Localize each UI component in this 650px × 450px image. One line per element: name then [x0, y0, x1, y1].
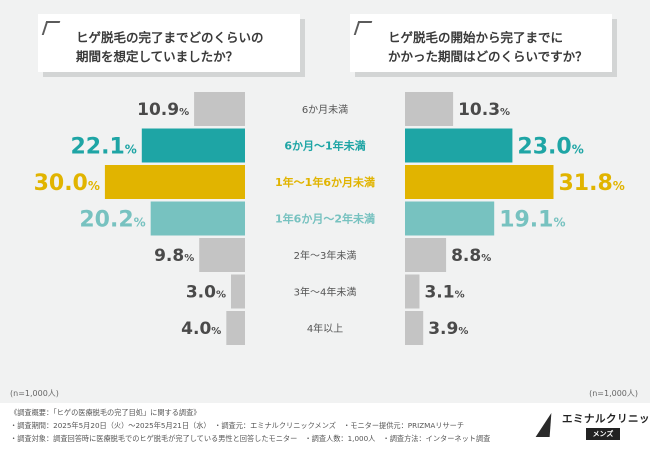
- left-header-line-1: ヒゲ脱毛の完了までどのくらいの: [76, 30, 264, 45]
- right-bar: [405, 92, 454, 126]
- right-value-label: 23.0%: [517, 135, 583, 160]
- left-bar: [230, 274, 245, 309]
- chart-panel: ヒゲ脱毛の完了までどのくらいの 期間を想定していましたか？ ヒゲ脱毛の開始から完…: [0, 0, 650, 403]
- clinic-logo: エミナルクリニック メンズ: [535, 409, 650, 445]
- right-value-label: 10.3%: [458, 100, 510, 120]
- survey-overview-title: 《調査概要：「ヒゲの医療脱毛の完了目処」に関する調査》: [10, 408, 201, 417]
- left-bar: [150, 201, 245, 236]
- right-sample-size-note: (n=1,000人): [589, 389, 638, 398]
- survey-target-line: ・調査対象：調査回答時に医療脱毛でのヒゲ脱毛が完了している男性と回答したモニター…: [10, 434, 491, 443]
- butterfly-bar-chart: 10.9% 10.3% 6か月未満 22.1% 23.0% 6か月〜1年未満 30.0% 31…: [34, 92, 625, 345]
- right-bar: [405, 128, 513, 163]
- right-value-label: 19.1%: [499, 208, 565, 233]
- right-header-line-1: ヒゲ脱毛の開始から完了までに: [388, 30, 564, 45]
- left-value-label: 30.0%: [34, 171, 100, 196]
- left-bar: [104, 165, 246, 199]
- right-header-box: [350, 14, 612, 72]
- left-header-line-2: 期間を想定していましたか？: [76, 49, 239, 64]
- logo-subtitle: メンズ: [586, 428, 620, 440]
- category-label: 3年〜4年未満: [294, 286, 357, 299]
- right-value-label: 3.1%: [424, 283, 464, 303]
- left-header-box: [38, 14, 300, 72]
- left-bar: [226, 311, 245, 345]
- left-bar: [141, 128, 245, 163]
- left-value-label: 20.2%: [79, 208, 145, 233]
- right-bar: [405, 201, 495, 236]
- category-label: 6か月未満: [302, 104, 348, 116]
- category-label: 6か月〜1年未満: [284, 139, 365, 153]
- left-value-label: 4.0%: [181, 319, 221, 339]
- right-question-header: ヒゲ脱毛の開始から完了までに かかった期間はどのくらいですか？: [350, 14, 612, 72]
- category-label: 4年以上: [307, 322, 343, 335]
- category-label: 2年〜3年未満: [294, 249, 357, 262]
- survey-footer: 《調査概要：「ヒゲの医療脱毛の完了目処」に関する調査》 ・調査期間：2025年5…: [0, 403, 650, 450]
- left-value-label: 10.9%: [137, 100, 189, 120]
- right-bar: [405, 274, 420, 309]
- category-label: 1年〜1年6か月未満: [275, 175, 375, 189]
- right-value-label: 31.8%: [559, 171, 625, 196]
- right-bar: [405, 238, 447, 272]
- right-value-label: 8.8%: [451, 246, 491, 266]
- left-value-label: 22.1%: [70, 135, 136, 160]
- survey-period-line: ・調査期間：2025年5月20日（火）〜2025年5月21日（水） ・調査元：エ…: [10, 421, 465, 430]
- left-value-label: 3.0%: [186, 283, 226, 303]
- category-label: 1年6か月〜2年未満: [275, 212, 375, 226]
- right-bar: [405, 311, 424, 345]
- right-header-line-2: かかった期間はどのくらいですか？: [388, 49, 588, 64]
- logo-name: エミナルクリニック: [562, 413, 650, 425]
- left-sample-size-note: (n=1,000人): [10, 389, 59, 398]
- left-bar: [194, 92, 245, 126]
- logo-mark-icon: [535, 413, 559, 437]
- left-bar: [199, 238, 245, 272]
- left-question-header: ヒゲ脱毛の完了までどのくらいの 期間を想定していましたか？: [38, 14, 300, 72]
- right-bar: [405, 165, 554, 199]
- right-value-label: 3.9%: [428, 319, 468, 339]
- left-value-label: 9.8%: [154, 246, 194, 266]
